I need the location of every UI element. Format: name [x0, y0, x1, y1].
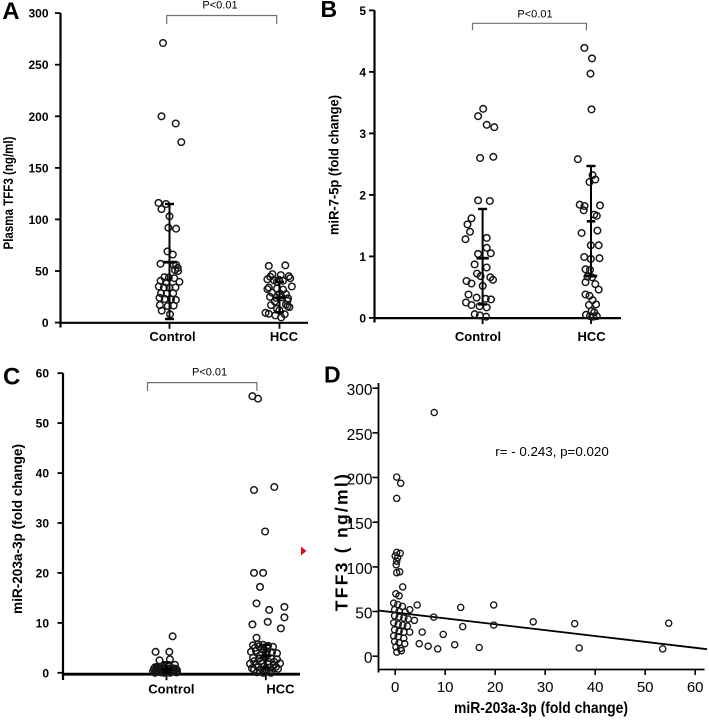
svg-text:Plasma TFF3 (ng/ml): Plasma TFF3 (ng/ml) [0, 137, 16, 250]
svg-text:150: 150 [28, 161, 48, 175]
svg-text:A: A [2, 0, 19, 25]
svg-text:50: 50 [355, 606, 373, 623]
svg-text:Control: Control [455, 329, 501, 344]
svg-text:10: 10 [437, 679, 454, 696]
svg-text:20: 20 [487, 679, 504, 696]
svg-text:30: 30 [537, 679, 554, 696]
svg-text:3: 3 [359, 127, 366, 141]
svg-text:200: 200 [347, 472, 373, 489]
svg-text:60: 60 [687, 679, 704, 696]
svg-text:250: 250 [28, 58, 48, 72]
svg-text:5: 5 [359, 4, 366, 18]
svg-text:50: 50 [36, 417, 50, 431]
svg-text:miR-203a-3p (fold change): miR-203a-3p (fold change) [454, 700, 628, 717]
svg-text:250: 250 [347, 427, 373, 444]
svg-text:300: 300 [347, 382, 373, 399]
svg-text:200: 200 [28, 110, 48, 124]
svg-text:HCC: HCC [578, 329, 607, 344]
svg-text:D: D [324, 362, 341, 388]
svg-text:1: 1 [359, 250, 366, 264]
svg-text:0: 0 [359, 311, 366, 325]
svg-text:2: 2 [359, 188, 366, 202]
svg-text:miR-7-5p (fold change): miR-7-5p (fold change) [326, 95, 342, 235]
svg-text:HCC: HCC [266, 682, 295, 697]
svg-text:Control: Control [148, 682, 194, 697]
svg-text:30: 30 [36, 517, 50, 531]
svg-text:10: 10 [36, 616, 50, 630]
svg-text:40: 40 [587, 679, 604, 696]
svg-text:miR-203a-3p (fold change): miR-203a-3p (fold change) [9, 444, 25, 614]
svg-text:C: C [3, 364, 20, 391]
svg-text:20: 20 [36, 566, 50, 580]
svg-text:HCC: HCC [270, 329, 299, 344]
svg-text:r= - 0.243, p=0.020: r= - 0.243, p=0.020 [495, 444, 609, 459]
svg-text:40: 40 [36, 467, 50, 481]
svg-text:P<0.01: P<0.01 [192, 367, 227, 379]
svg-text:P<0.01: P<0.01 [202, 0, 237, 12]
svg-text:50: 50 [35, 265, 49, 279]
svg-text:0: 0 [391, 679, 399, 696]
svg-text:0: 0 [364, 650, 373, 667]
svg-text:100: 100 [28, 213, 48, 227]
svg-text:B: B [321, 0, 338, 22]
svg-text:0: 0 [42, 666, 49, 680]
svg-text:TFF3 ( ng/ml): TFF3 ( ng/ml) [332, 474, 352, 611]
svg-text:0: 0 [42, 316, 49, 330]
svg-text:P<0.01: P<0.01 [517, 9, 552, 21]
svg-text:100: 100 [347, 561, 373, 578]
svg-text:4: 4 [359, 65, 366, 79]
svg-text:Control: Control [149, 329, 195, 344]
svg-text:60: 60 [36, 367, 50, 381]
svg-text:50: 50 [637, 679, 654, 696]
svg-text:300: 300 [28, 7, 48, 21]
svg-text:150: 150 [347, 516, 373, 533]
